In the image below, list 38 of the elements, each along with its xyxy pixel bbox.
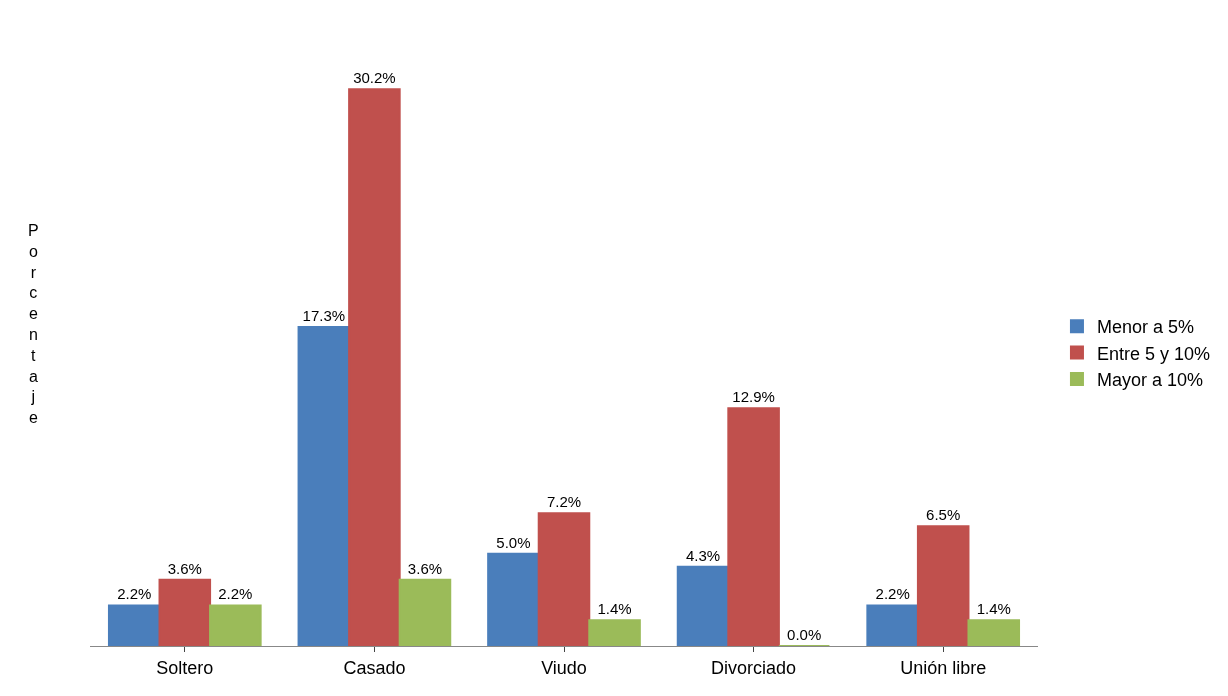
bar	[487, 552, 540, 646]
data-label: 17.3%	[302, 307, 346, 325]
data-label: 6.5%	[926, 506, 961, 524]
data-label: 1.4%	[597, 600, 632, 618]
data-label: 30.2%	[353, 69, 396, 87]
data-label: 1.4%	[976, 600, 1011, 618]
bar	[727, 407, 780, 646]
bar	[398, 578, 452, 646]
x-tick-label: Viudo	[541, 657, 587, 678]
bar	[967, 619, 1021, 646]
data-label: 5.0%	[496, 533, 531, 551]
x-tick-label: Divorciado	[711, 657, 797, 678]
bar	[588, 619, 641, 646]
x-tick-label: Unión libre	[900, 657, 987, 678]
bar	[107, 604, 161, 646]
bar	[209, 604, 262, 646]
bar	[348, 88, 401, 646]
bar	[297, 326, 351, 646]
data-label: 3.6%	[167, 559, 202, 577]
bar	[866, 604, 919, 646]
legend-label: Mayor a 10%	[1096, 370, 1204, 391]
text: Porcentaje	[28, 222, 39, 427]
data-label: 2.2%	[875, 585, 910, 603]
data-label: 7.2%	[546, 493, 582, 511]
data-label: 2.2%	[117, 585, 152, 603]
data-label: 12.9%	[732, 388, 775, 406]
data-label: 2.2%	[218, 585, 253, 603]
x-tick-label: Soltero	[156, 657, 214, 678]
bar	[537, 512, 591, 646]
bar	[916, 525, 970, 646]
bar	[676, 565, 730, 646]
legend-label: Menor a 5%	[1096, 317, 1195, 338]
data-label: 3.6%	[407, 559, 443, 577]
x-tick-label: Casado	[343, 657, 406, 678]
data-label: 0.0%	[787, 626, 822, 643]
bar	[158, 578, 212, 646]
legend-label: Entre 5 y 10%	[1096, 343, 1211, 364]
data-label: 4.3%	[685, 546, 721, 564]
